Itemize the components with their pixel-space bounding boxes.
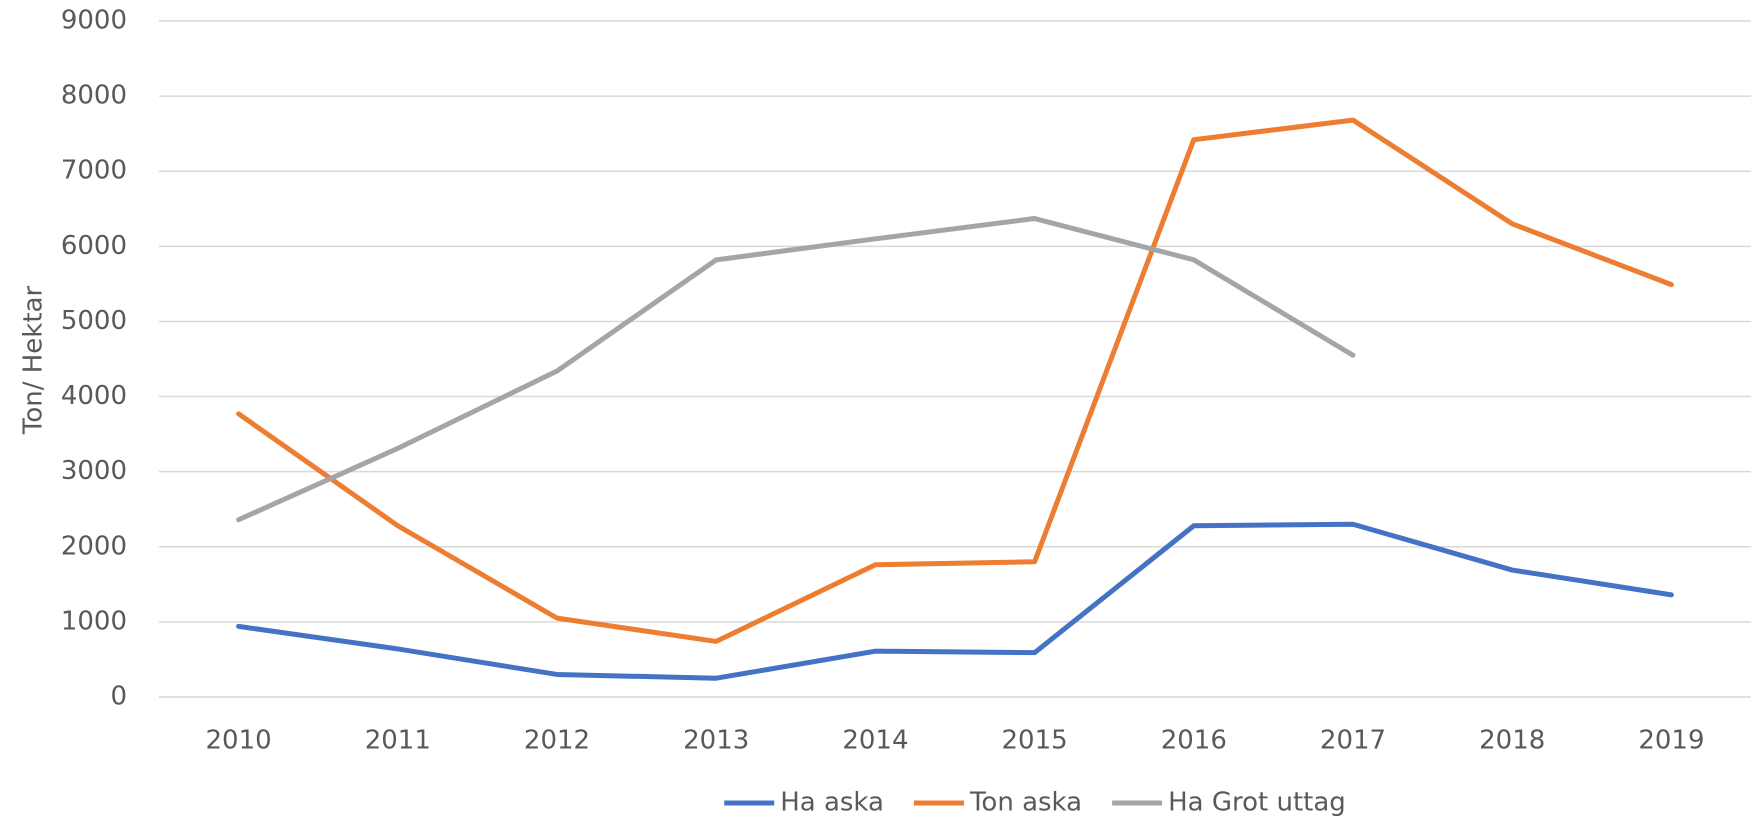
x-tick-label: 2017 <box>1320 726 1386 756</box>
x-tick-label: 2019 <box>1638 726 1704 756</box>
y-tick-label: 7000 <box>61 156 127 186</box>
x-tick-label: 2018 <box>1479 726 1545 756</box>
legend-label: Ha Grot uttag <box>1168 788 1346 818</box>
x-tick-label: 2011 <box>365 726 431 756</box>
y-tick-label: 0 <box>110 682 127 712</box>
x-tick-label: 2013 <box>683 726 749 756</box>
y-tick-label: 4000 <box>61 381 127 411</box>
x-tick-label: 2012 <box>524 726 590 756</box>
x-tick-label: 2010 <box>206 726 272 756</box>
y-tick-label: 2000 <box>61 531 127 561</box>
series-line <box>236 521 1674 681</box>
y-tick-label: 8000 <box>61 81 127 111</box>
legend-label: Ha aska <box>780 788 884 818</box>
x-tick-label: 2016 <box>1161 726 1227 756</box>
legend-label: Ton aska <box>969 788 1082 818</box>
series-line <box>236 117 1674 644</box>
y-tick-label: 1000 <box>61 606 127 636</box>
y-tick-label: 5000 <box>61 306 127 336</box>
series-line <box>236 216 1356 523</box>
x-tick-label: 2014 <box>842 726 908 756</box>
x-tick-label: 2015 <box>1002 726 1068 756</box>
y-axis-label: Ton/ Hektar <box>19 286 49 436</box>
y-tick-label: 3000 <box>61 456 127 486</box>
y-tick-label: 6000 <box>61 231 127 261</box>
y-tick-label: 9000 <box>61 6 127 36</box>
